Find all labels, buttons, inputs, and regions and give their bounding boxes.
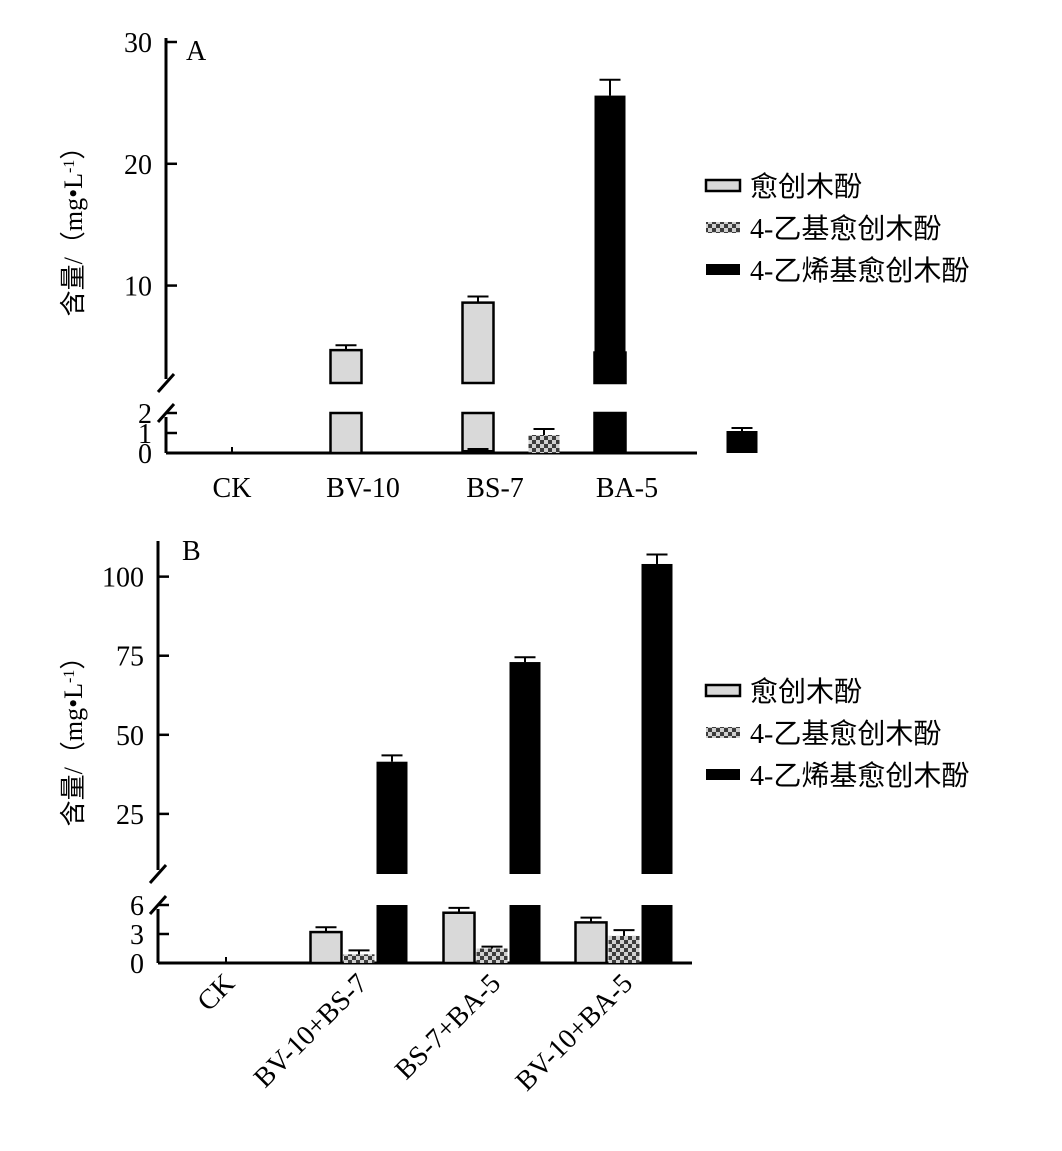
- chart-0-y-axis-title-ylabel-main: 含量/: [59, 256, 88, 316]
- chart-0-bar: [528, 435, 560, 453]
- chart-1-bar: [641, 563, 673, 874]
- chart-1-x-tick-label: BS-7+BA-5: [389, 968, 507, 1086]
- chart-1-bar: [509, 905, 541, 963]
- chart-1-y-tick-label: 75: [116, 642, 144, 673]
- chart-0-bar: [462, 450, 494, 453]
- chart-1-y-tick-label: 100: [102, 563, 144, 594]
- chart-1-y-axis-title: 含量/（mg•L-1）: [59, 644, 88, 827]
- chart-1-bar: [376, 761, 408, 874]
- chart-1-bar: [608, 935, 640, 963]
- chart-0-y-tick-label: 20: [124, 150, 152, 181]
- chart-0-y-axis-title-ylabel-unit-suffix: ）: [59, 134, 88, 160]
- chart-1-axis-break-mark: [148, 864, 168, 884]
- chart-0-y-tick-label: 2: [138, 399, 152, 430]
- chart-0-legend-swatch: [704, 178, 742, 193]
- chart-0-bar: [726, 431, 758, 453]
- chart-1-y-axis-title-ylabel-unit-suffix: ）: [59, 644, 88, 670]
- chart-1-panel-label: B: [182, 536, 201, 567]
- chart-0-x-tick-label: CK: [213, 473, 252, 504]
- chart-0-y-tick-label: 1: [138, 419, 152, 450]
- chart-1-y-axis-title-ylabel-main: 含量/: [59, 766, 88, 826]
- chart-0-bar: [329, 411, 363, 455]
- chart-0-bar: [594, 95, 626, 383]
- chart-1-bar: [641, 905, 673, 963]
- chart-0-y-axis-title-ylabel-unit-prefix: （mg•L: [59, 173, 88, 257]
- chart-0-x-tick-label: BS-7: [466, 473, 524, 504]
- chart-0-legend-swatch: [706, 264, 740, 275]
- chart-1-bar: [309, 930, 343, 965]
- chart-1-legend-swatch: [706, 769, 740, 780]
- chart-1-y-tick-label: 0: [130, 949, 144, 980]
- chart-0-legend-label: 4-乙烯基愈创木酚: [750, 255, 969, 287]
- chart-1-bar: [376, 905, 408, 963]
- chart-1-bar: [509, 662, 541, 874]
- chart-1-legend-label: 4-乙基愈创木酚: [750, 718, 941, 750]
- chart-1-legend-label: 4-乙烯基愈创木酚: [750, 760, 969, 792]
- chart-0-bar: [329, 348, 363, 385]
- chart-1-y-tick-label: 25: [116, 800, 144, 831]
- chart-1-x-tick-label: BV-10+BA-5: [510, 968, 639, 1097]
- chart-0-legend-label: 愈创木酚: [750, 171, 862, 203]
- chart-1-y-axis-title-ylabel-unit-prefix: （mg•L: [59, 683, 88, 767]
- chart-1-legend-swatch: [706, 727, 740, 738]
- chart-1-y-tick-label: 3: [130, 920, 144, 951]
- chart-1-bar: [442, 911, 476, 965]
- chart-1-x-tick-label: BV-10+BS-7: [248, 968, 374, 1094]
- chart-0-panel-label: A: [186, 36, 207, 67]
- chart-0-bar: [461, 301, 495, 385]
- chart-1-legend-label: 愈创木酚: [750, 676, 862, 708]
- chart-1-legend-swatch: [704, 683, 742, 698]
- chart-0-axis-break-mark: [156, 373, 176, 393]
- chart-1-y-tick-label: 6: [130, 891, 144, 922]
- chart-1-x-tick-label: CK: [192, 968, 241, 1017]
- chart-0-legend-swatch: [706, 222, 740, 233]
- chart-1-y-axis-title-ylabel-unit-sup: -1: [61, 670, 78, 683]
- chart-1-y-tick-label: 50: [116, 721, 144, 752]
- chart-0-x-tick-label: BA-5: [596, 473, 658, 504]
- chart-0-y-tick-label: 0: [138, 439, 152, 470]
- chart-1-bar: [574, 921, 608, 965]
- chart-0-y-axis-title-ylabel-unit-sup: -1: [61, 160, 78, 173]
- chart-0-y-tick-label: 10: [124, 272, 152, 303]
- chart-1-bar: [476, 948, 508, 963]
- chart-0-bar: [594, 413, 626, 453]
- chart-0-x-tick-label: BV-10: [326, 473, 400, 504]
- chart-0-y-axis-title: 含量/（mg•L-1）: [59, 134, 88, 317]
- chart-0-bar: [461, 411, 495, 455]
- chart-1-bar: [343, 954, 375, 963]
- chart-0-legend-label: 4-乙基愈创木酚: [750, 213, 941, 245]
- chart-0-y-tick-label: 30: [124, 28, 152, 59]
